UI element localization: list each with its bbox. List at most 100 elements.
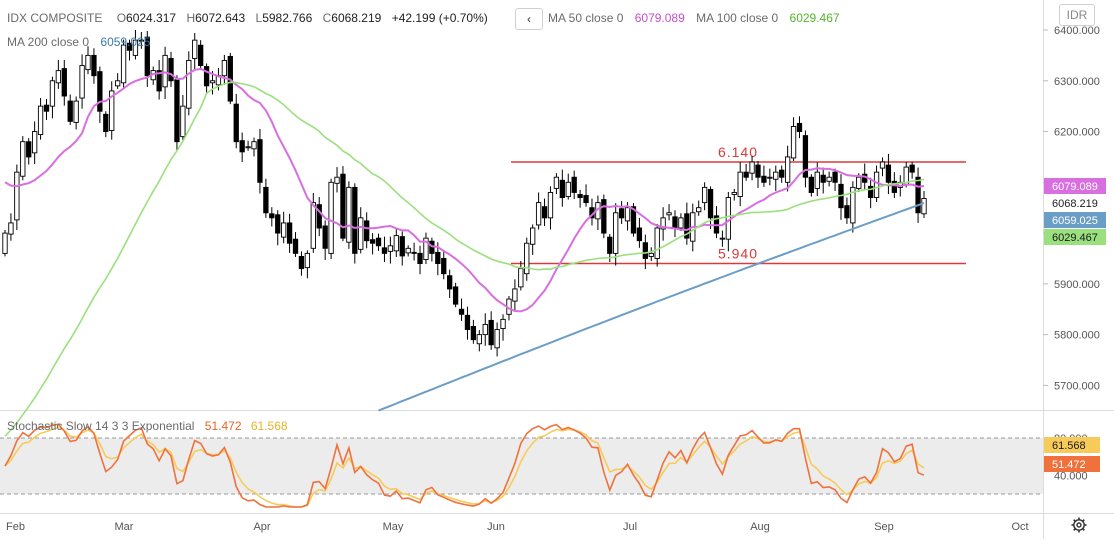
candle-up [731,192,737,195]
candle-down [168,57,174,82]
ma50-label: MA 50 close 0 [548,11,624,25]
ma-legend-row: MA 50 close 0 6079.089 MA 100 close 0 60… [548,11,843,25]
candle-down [458,308,465,315]
candle-down [352,186,358,254]
change-value: +42.199 (+0.70%) [391,11,488,25]
ma100-value: 6029.467 [789,11,840,25]
candle-up [73,100,79,123]
candle-up [358,217,364,250]
candle-up [405,247,411,254]
ma200-label: MA 200 close 0 [7,35,90,49]
candle-down [340,173,346,239]
candle-up [132,39,139,56]
candle-up [773,171,779,180]
open-value: 6024.317 [126,11,177,25]
stoch-tag-k [1044,456,1100,472]
high-value: 6072.643 [195,11,246,25]
candle-down [435,251,441,264]
chevron-left-icon: ‹ [527,12,531,26]
candle-down [26,141,32,158]
candle-down [144,36,150,77]
candle-up [879,161,886,169]
candle-up [79,65,85,99]
candle-down [91,54,97,77]
candle-down [263,186,269,214]
candle-up [346,186,352,243]
candle-down [286,222,293,244]
low-label: L [255,11,263,25]
candle-up [654,227,660,259]
price-tag-ma100 [1044,229,1106,245]
ma50-line [4,67,925,313]
candle-down [583,195,589,204]
candle-down [103,113,109,132]
candle-down [779,169,785,178]
price-tag-ma50 [1044,178,1106,194]
candle-down [322,225,328,249]
candle-up [120,44,127,84]
stochastic-d-value: 61.568 [250,419,288,433]
candle-up [524,242,530,275]
candle-down [559,179,565,198]
ohlc-header: IDX COMPOSITE O6024.317 H6072.643 L5982.… [7,11,491,25]
collapse-legend-button[interactable]: ‹ [515,8,543,30]
candle-up [494,329,500,349]
candle-down [156,70,162,92]
candle-down [269,213,275,219]
candle-down [411,251,417,254]
candle-down [174,79,180,143]
candle-up [49,80,56,107]
x-tick-label: Jun [487,521,505,533]
stoch-tick-label: 40.000 [1054,470,1088,482]
candle-down [630,206,637,234]
candle-up [547,192,554,219]
stoch-k-line [4,423,925,508]
candle-down [369,239,376,244]
close-value: 6068.219 [331,11,382,25]
candle-up [500,318,506,329]
candle-down [452,286,459,305]
ma200-legend-row: MA 200 close 0 6059.025 [7,35,153,49]
candle-down [743,171,749,178]
candle-down [571,176,577,193]
x-tick-label: Sep [874,521,894,533]
candle-down [832,171,838,183]
candle-up [535,202,542,226]
x-tick-label: Apr [253,521,270,533]
price-tag-label: 6029.467 [1052,232,1098,244]
resistance-label: 6.140 [718,144,758,160]
candle-down [67,100,73,122]
support-label: 5.940 [718,246,758,262]
price-tag-label: 6068.219 [1052,198,1098,210]
candle-down [464,314,471,330]
candle-down [43,104,50,112]
close-label: C [322,11,332,25]
candle-up [476,334,482,345]
currency-button[interactable]: IDR [1059,4,1095,26]
candle-down [577,194,583,198]
candle-up [784,156,791,183]
x-tick-label: Feb [6,521,25,533]
candle-down [381,247,388,254]
candle-up [530,227,536,245]
settings-gear-icon[interactable] [1070,516,1088,534]
candle-down [257,139,263,183]
candle-up [138,39,145,42]
candle-up [245,146,251,149]
candle-up [701,186,708,204]
candle-up [186,60,192,109]
x-tick-label: May [383,521,404,533]
candle-down [867,185,874,198]
candle-up [624,207,631,222]
stoch-tag-d [1044,437,1100,453]
candle-down [316,204,322,229]
candle-down [417,252,423,264]
candle-down [891,180,898,193]
candle-up [482,324,488,336]
candle-up [109,90,115,131]
candle-up [387,245,394,252]
x-tick-label: Jul [623,521,637,533]
currency-label: IDR [1066,8,1088,22]
candle-up [790,126,797,159]
